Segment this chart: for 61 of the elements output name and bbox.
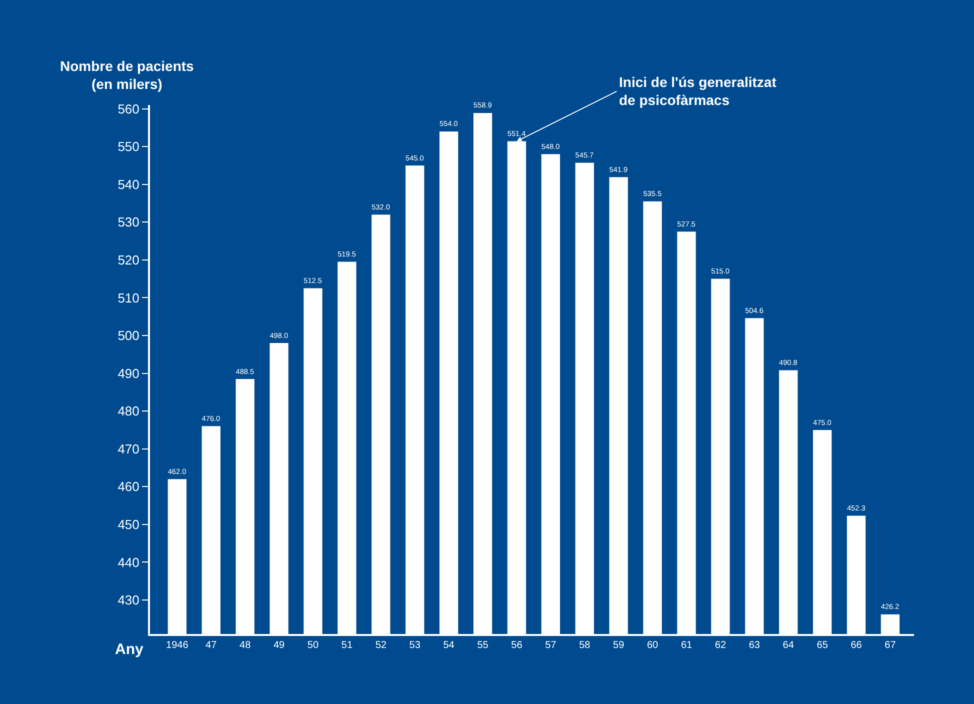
y-tick-label: 440 — [118, 554, 140, 570]
data-label: 545.0 — [406, 153, 424, 162]
x-tick-label: 51 — [341, 640, 353, 651]
data-label: 519.5 — [338, 250, 356, 259]
data-label: 462.0 — [168, 466, 186, 476]
x-axis-title: Any — [115, 641, 144, 658]
data-label: 527.5 — [677, 219, 696, 228]
data-label: 548.0 — [541, 142, 560, 151]
x-tick-label: 47 — [206, 640, 218, 651]
x-tick-label: 50 — [307, 640, 319, 651]
x-tick-label: 53 — [409, 640, 421, 651]
y-tick-label: 470 — [118, 441, 140, 456]
x-tick-label: 58 — [579, 640, 591, 651]
y-tick-label: 430 — [118, 592, 140, 608]
data-label: 535.5 — [643, 189, 662, 198]
data-label: 426.2 — [880, 602, 900, 612]
y-axis-title: Nombre de pacients (en milers) — [60, 58, 194, 92]
data-label: 490.8 — [779, 358, 798, 368]
x-tick-label: 52 — [375, 640, 387, 651]
x-tick-label: 49 — [273, 640, 286, 651]
y-tick-label: 510 — [118, 290, 140, 306]
y-tick-label: 550 — [118, 139, 140, 154]
x-tick-label: 61 — [680, 640, 692, 651]
x-tick-label: 65 — [816, 640, 828, 651]
annotation: Inici de l'ús generalitzat de psicofàrmacs — [619, 74, 777, 108]
data-label: 512.5 — [304, 276, 322, 286]
data-label: 554.0 — [439, 119, 458, 128]
x-tick-label: 64 — [782, 640, 794, 651]
y-tick-label: 490 — [118, 366, 140, 381]
data-label: 452.3 — [846, 504, 866, 513]
x-tick-label: 59 — [613, 640, 625, 651]
y-tick-label: 540 — [118, 176, 140, 192]
data-label: 541.9 — [609, 164, 628, 174]
y-tick-label: 450 — [118, 516, 140, 532]
data-label: 504.6 — [745, 306, 764, 315]
x-tick-label: 62 — [714, 640, 726, 651]
data-label: 545.7 — [575, 150, 594, 160]
x-tick-label: 66 — [850, 640, 862, 651]
x-tick-label: 57 — [545, 640, 557, 651]
data-label: 558.9 — [473, 100, 492, 110]
x-tick-label: 48 — [240, 640, 252, 651]
x-tick-label: 54 — [443, 640, 455, 651]
y-tick-label: 460 — [118, 479, 140, 494]
x-tick-label: 55 — [477, 640, 489, 651]
y-tick-label: 560 — [118, 101, 140, 116]
x-tick-label: 63 — [748, 640, 760, 651]
x-tick-label: 67 — [884, 640, 896, 651]
data-label: 475.0 — [812, 418, 832, 427]
data-label: 498.0 — [270, 330, 288, 340]
y-tick-label: 520 — [118, 252, 140, 268]
x-tick-label: 56 — [511, 640, 523, 651]
y-tick-label: 530 — [118, 214, 140, 230]
y-tick-label: 480 — [118, 404, 140, 419]
data-label: 532.0 — [372, 202, 390, 212]
x-tick-label: 60 — [646, 640, 659, 651]
data-label: 476.0 — [202, 414, 220, 423]
y-tick-label: 500 — [118, 328, 140, 344]
data-label: 551.4 — [507, 129, 526, 138]
x-tick-label: 1946 — [166, 640, 189, 651]
data-label: 488.5 — [236, 366, 254, 376]
data-label: 515.0 — [711, 266, 730, 276]
